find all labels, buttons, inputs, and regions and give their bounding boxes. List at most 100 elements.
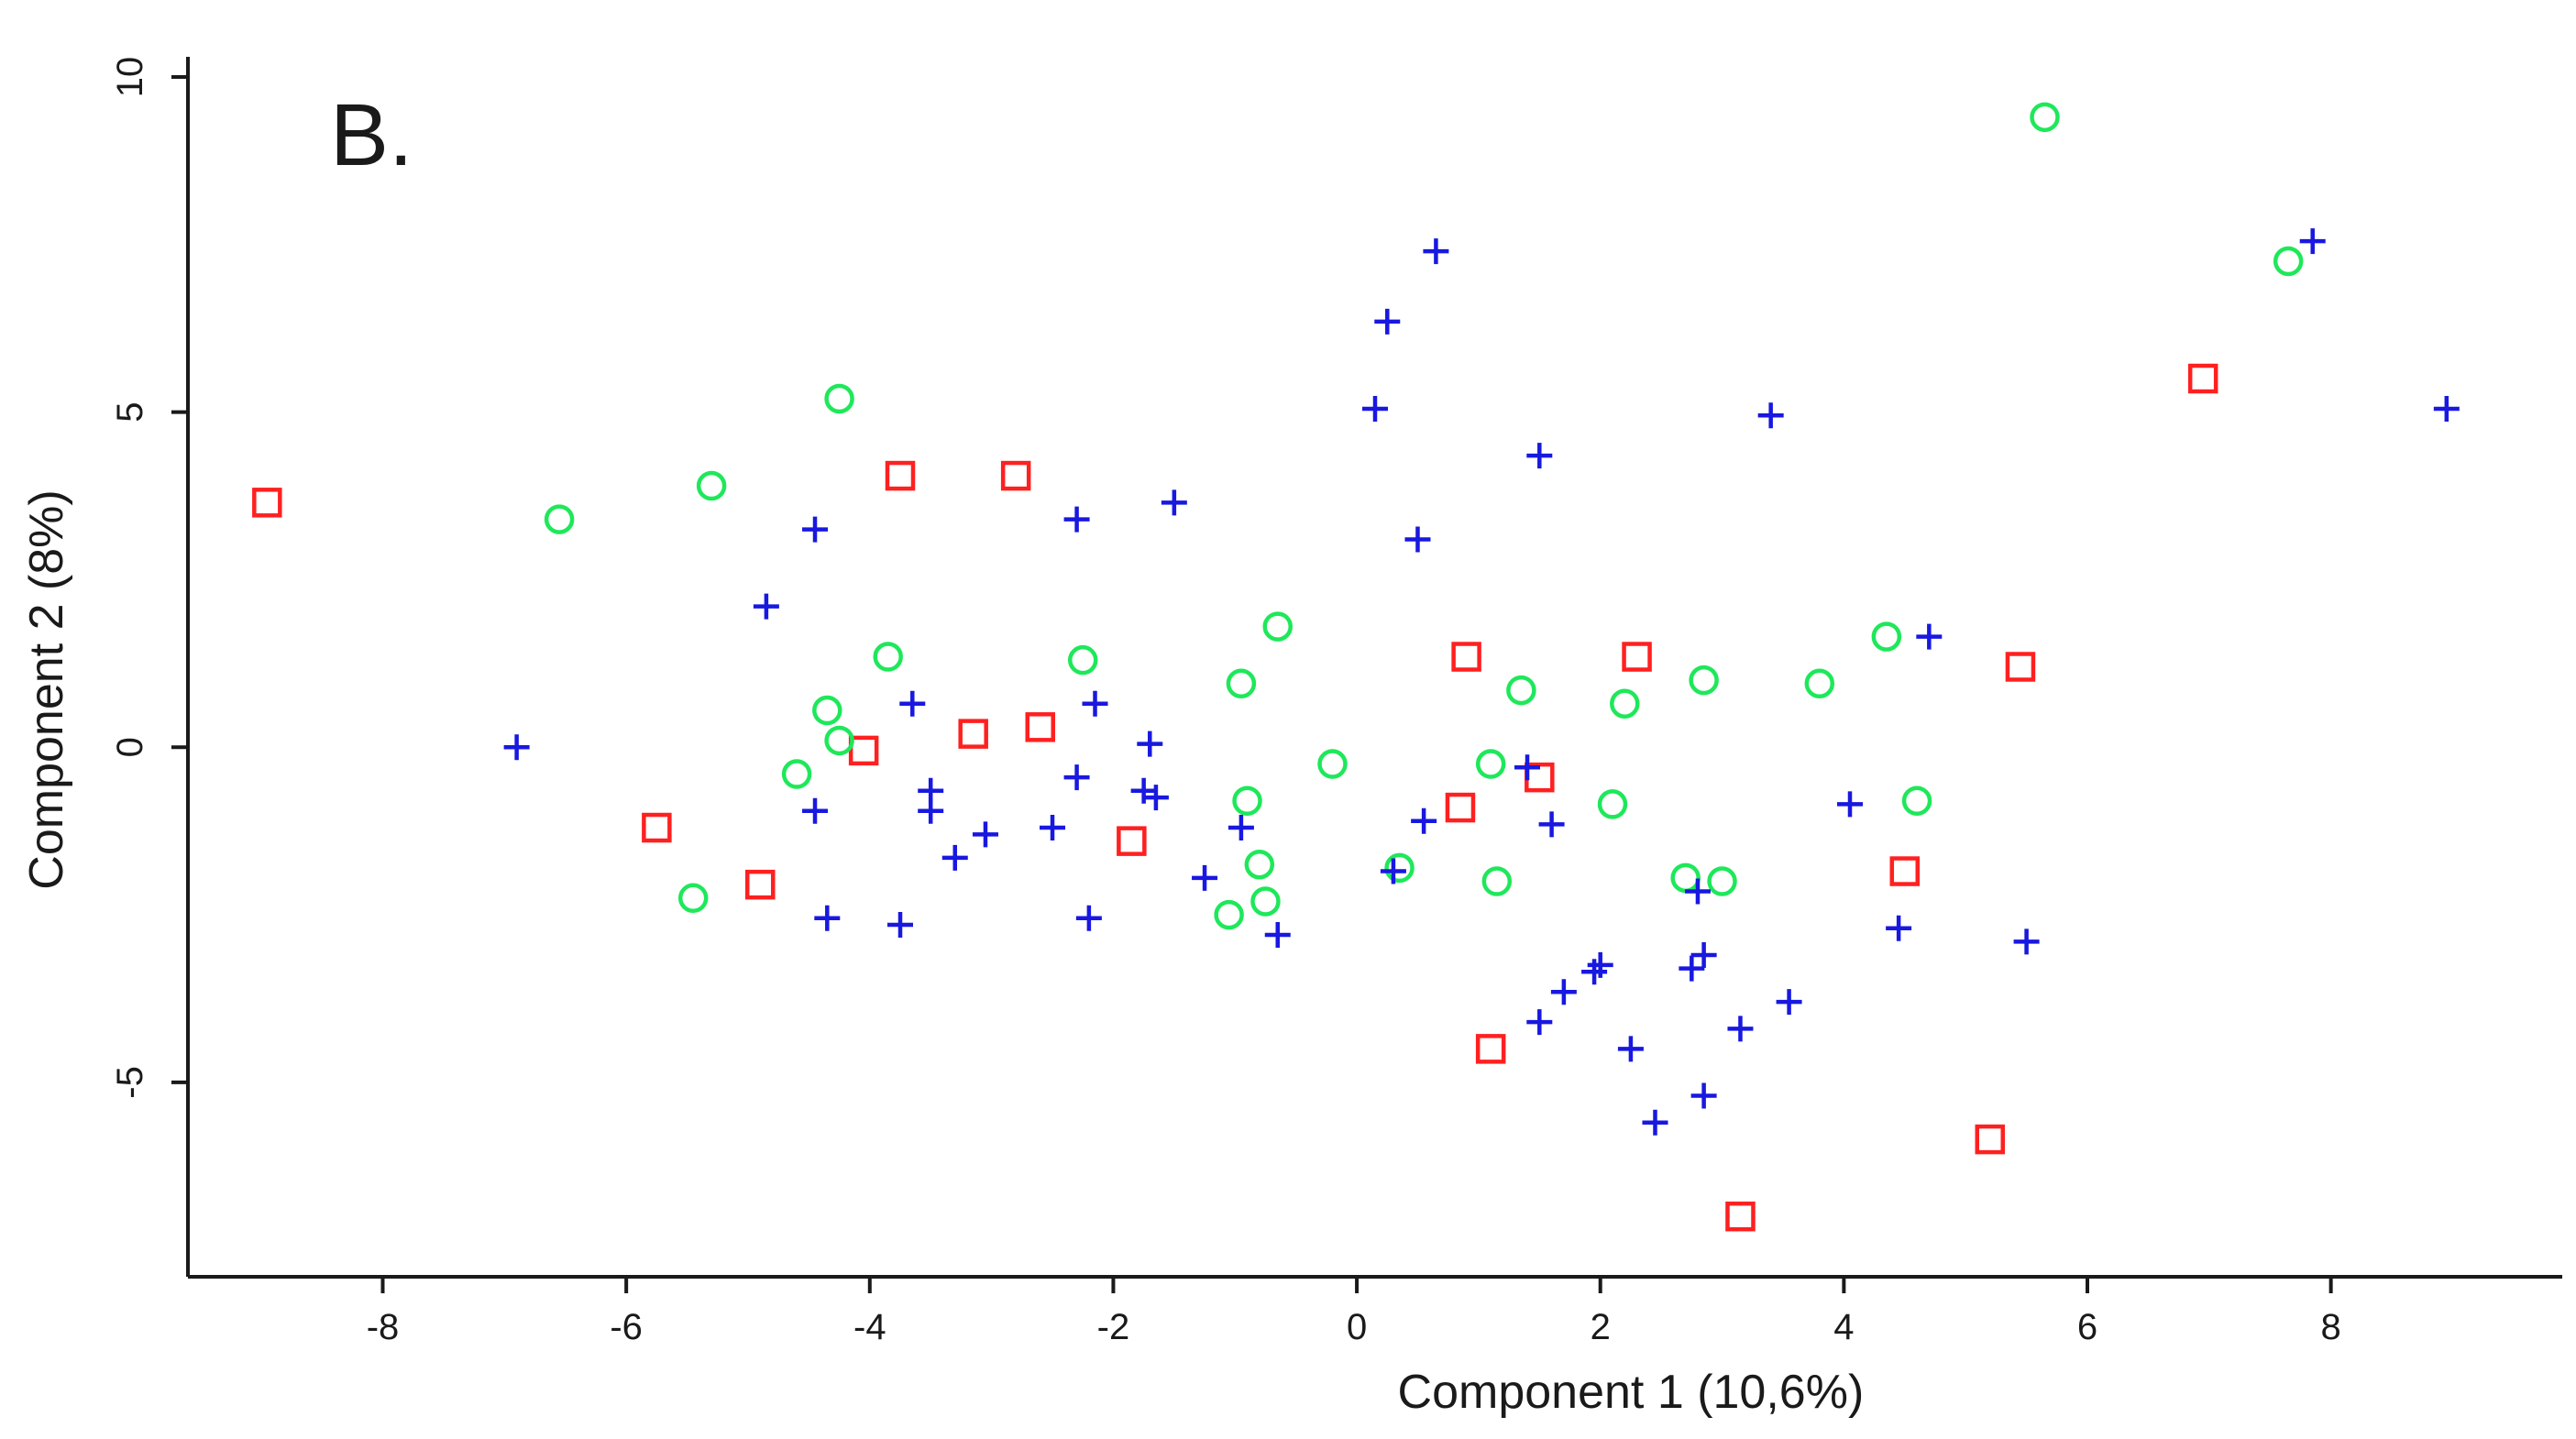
- x-tick-label: 2: [1591, 1307, 1611, 1347]
- point-square: [1025, 712, 1055, 742]
- point-square: [2005, 652, 2036, 682]
- point-plus: [1886, 915, 1912, 941]
- point-plus: [1404, 526, 1431, 553]
- point-circle: [2030, 102, 2060, 133]
- point-square: [885, 460, 916, 491]
- point-circle: [1506, 675, 1536, 706]
- point-circle: [1214, 899, 1244, 930]
- point-square: [1475, 1034, 1506, 1064]
- point-plus: [1423, 238, 1449, 265]
- point-plus: [1538, 811, 1565, 838]
- point-circle: [1689, 665, 1719, 696]
- point-plus: [1063, 764, 1090, 791]
- x-tick-label: -4: [853, 1307, 886, 1347]
- point-circle: [696, 470, 727, 501]
- point-plus: [1063, 506, 1090, 533]
- point-plus: [1040, 815, 1066, 841]
- point-square: [745, 869, 776, 900]
- point-plus: [1757, 402, 1784, 429]
- point-circle: [1317, 749, 1348, 779]
- point-plus: [1727, 1016, 1754, 1042]
- point-square: [958, 719, 988, 749]
- point-plus: [1142, 785, 1169, 811]
- point-square: [1975, 1124, 2005, 1155]
- point-plus: [1082, 690, 1108, 717]
- point-plus: [1161, 489, 1187, 516]
- ticks: -8 -6 -4 -2 0 2 4 6 8 -5 0 5 10: [110, 57, 2341, 1347]
- point-square: [642, 812, 672, 843]
- point-circle: [1226, 668, 1257, 699]
- panel-label: B.: [330, 86, 413, 184]
- point-plus: [1075, 905, 1102, 931]
- point-square: [2187, 363, 2218, 394]
- x-tick-label: -6: [610, 1307, 643, 1347]
- point-circle: [1804, 668, 1835, 699]
- point-square: [1889, 856, 1921, 886]
- point-plus: [1227, 815, 1254, 841]
- point-plus: [1362, 395, 1388, 422]
- point-plus: [1137, 730, 1163, 757]
- point-square: [1000, 460, 1031, 491]
- point-circle: [824, 725, 854, 756]
- point-circle: [1481, 866, 1513, 896]
- x-tick-label: 4: [1833, 1307, 1854, 1347]
- y-tick-label: -5: [110, 1066, 150, 1099]
- point-plus: [503, 734, 530, 761]
- x-tick-label: 0: [1347, 1307, 1367, 1347]
- point-circle: [1610, 688, 1640, 719]
- point-circle: [1384, 852, 1415, 884]
- point-circle: [1475, 749, 1506, 779]
- point-plus: [1374, 308, 1401, 335]
- point-circle: [1707, 866, 1737, 896]
- point-plus: [1587, 951, 1613, 978]
- point-plus: [753, 593, 779, 620]
- point-circle: [873, 642, 903, 672]
- point-circle: [812, 695, 842, 726]
- point-plus: [1411, 807, 1437, 834]
- point-plus: [1679, 955, 1705, 982]
- point-plus: [1526, 1009, 1553, 1036]
- point-plus: [941, 844, 968, 871]
- point-square: [1445, 792, 1476, 823]
- point-circle: [1670, 862, 1701, 894]
- point-circle: [1871, 621, 1902, 652]
- point-circle: [781, 759, 812, 789]
- point-plus: [2013, 928, 2040, 955]
- point-plus: [1514, 754, 1541, 781]
- point-plus: [1550, 979, 1577, 1005]
- point-plus: [802, 516, 829, 543]
- point-plus: [1130, 777, 1157, 804]
- point-square: [1451, 642, 1481, 672]
- y-tick-label: 5: [110, 401, 150, 422]
- point-plus: [972, 821, 998, 848]
- point-circle: [824, 383, 854, 414]
- point-square: [848, 735, 879, 766]
- point-plus: [1684, 878, 1711, 905]
- point-plus: [1192, 864, 1218, 891]
- point-plus: [918, 797, 944, 824]
- point-plus: [1526, 443, 1553, 469]
- x-tick-label: 8: [2321, 1307, 2341, 1347]
- point-circle: [1067, 644, 1098, 676]
- point-plus: [2433, 395, 2460, 422]
- point-plus: [887, 912, 913, 939]
- point-square: [252, 488, 282, 518]
- data-points: [252, 102, 2460, 1232]
- axes: [186, 57, 2562, 1279]
- point-plus: [1776, 989, 1802, 1016]
- point-plus: [1916, 623, 1943, 650]
- point-plus: [2299, 228, 2326, 255]
- point-plus: [1264, 922, 1291, 949]
- point-square: [1622, 642, 1652, 672]
- point-circle: [1262, 611, 1293, 642]
- point-plus: [1581, 959, 1608, 985]
- x-tick-label: 6: [2077, 1307, 2097, 1347]
- point-plus: [899, 690, 926, 717]
- point-circle: [1597, 789, 1628, 819]
- point-plus: [1690, 941, 1717, 968]
- point-circle: [677, 883, 709, 914]
- x-tick-label: -2: [1097, 1307, 1130, 1347]
- x-tick-label: -8: [367, 1307, 400, 1347]
